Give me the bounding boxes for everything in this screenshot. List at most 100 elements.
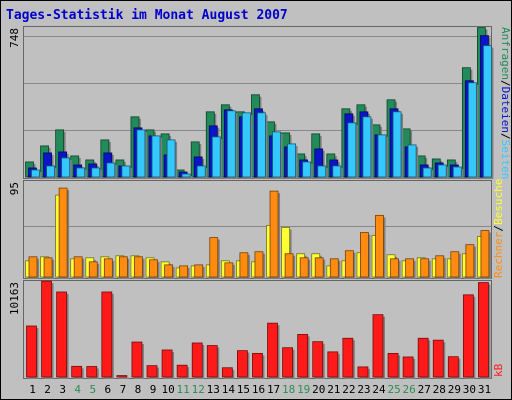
bar-seiten-day-5 bbox=[91, 167, 102, 179]
bar-kb-day-17 bbox=[267, 322, 280, 379]
bar-rechner-day-5 bbox=[88, 261, 100, 279]
bar-rechner-day-28 bbox=[435, 255, 446, 279]
bar-rechner-day-25 bbox=[390, 258, 401, 279]
bar-rechner-day-13 bbox=[209, 237, 220, 279]
x-tick-label: 24 bbox=[372, 383, 386, 396]
bar-kb-day-11 bbox=[176, 364, 190, 379]
bar-seiten-day-16 bbox=[257, 112, 268, 179]
x-tick-label: 1 bbox=[29, 383, 36, 396]
top-panel-bars bbox=[25, 27, 494, 180]
bar-kb-day-6 bbox=[101, 291, 114, 379]
x-tick-label: 31 bbox=[478, 383, 491, 396]
legend-seiten: Seiten bbox=[499, 140, 512, 180]
x-tick-label: 28 bbox=[433, 383, 446, 396]
bar-rechner-day-24 bbox=[375, 214, 386, 279]
bar-rechner-day-29 bbox=[450, 251, 461, 279]
top-max-label: 748 bbox=[8, 28, 21, 48]
bar-kb-day-25 bbox=[387, 352, 401, 379]
bar-kb-day-4 bbox=[71, 365, 84, 379]
bar-seiten-day-22 bbox=[347, 122, 358, 179]
bar-rechner-day-31 bbox=[480, 230, 491, 279]
bar-rechner-day-26 bbox=[405, 258, 416, 279]
x-tick-label: 16 bbox=[252, 383, 265, 396]
x-tick-label: 6 bbox=[105, 383, 112, 396]
top-panel: 748 Anfragen/Dateien/Seiten bbox=[8, 26, 512, 180]
bar-seiten-day-13 bbox=[211, 136, 223, 179]
bar-kb-day-5 bbox=[86, 366, 99, 379]
bar-kb-day-16 bbox=[252, 352, 265, 379]
x-tick-label: 10 bbox=[161, 383, 174, 396]
x-tick-label: 15 bbox=[237, 383, 250, 396]
bar-seiten-day-21 bbox=[332, 165, 343, 179]
bar-rechner-day-16 bbox=[254, 251, 265, 279]
bar-rechner-day-14 bbox=[224, 262, 235, 279]
bar-kb-day-31 bbox=[478, 282, 491, 379]
bar-seiten-day-8 bbox=[136, 129, 147, 179]
bar-seiten-day-26 bbox=[407, 144, 419, 179]
x-tick-label: 20 bbox=[312, 383, 325, 396]
x-tick-label: 21 bbox=[327, 383, 340, 396]
bar-seiten-day-20 bbox=[317, 165, 328, 179]
x-tick-label: 2 bbox=[44, 383, 51, 396]
bar-seiten-day-11 bbox=[181, 173, 193, 179]
bar-rechner-day-15 bbox=[239, 252, 250, 279]
bar-seiten-day-1 bbox=[31, 169, 42, 179]
middle-max-label: 95 bbox=[8, 182, 21, 195]
bar-kb-day-8 bbox=[131, 341, 144, 379]
legend-separator: / bbox=[499, 133, 512, 140]
bar-seiten-day-28 bbox=[437, 164, 449, 179]
x-tick-label: 30 bbox=[463, 383, 476, 396]
bar-kb-day-24 bbox=[372, 314, 385, 379]
bar-seiten-day-27 bbox=[422, 167, 434, 179]
bar-rechner-day-18 bbox=[284, 253, 296, 279]
x-tick-label: 8 bbox=[135, 383, 142, 396]
legend-separator: / bbox=[492, 225, 505, 232]
bar-rechner-day-11 bbox=[179, 265, 190, 279]
x-axis-day-labels: 1 2 3 4 5 6 7 8 9 10 11 12 13 14 15 16 17 18 19 20 21 22 23 24 2… bbox=[29, 383, 491, 396]
bar-rechner-day-10 bbox=[164, 264, 175, 279]
bar-seiten-day-10 bbox=[166, 139, 178, 179]
bar-rechner-day-27 bbox=[420, 258, 431, 279]
bar-seiten-day-30 bbox=[467, 82, 479, 179]
bar-kb-day-1 bbox=[26, 325, 39, 379]
x-tick-label: 3 bbox=[59, 383, 66, 396]
middle-panel: 95 Rechner/Besuche bbox=[8, 179, 505, 279]
legend-separator: / bbox=[499, 80, 512, 87]
bar-kb-day-15 bbox=[237, 350, 250, 379]
bar-seiten-day-14 bbox=[226, 110, 238, 179]
bottom-panel: 10163 kB bbox=[8, 280, 505, 379]
legend-rechner: Rechner bbox=[492, 231, 505, 278]
x-tick-label: 26 bbox=[403, 383, 416, 396]
x-tick-label: 12 bbox=[192, 383, 205, 396]
bar-rechner-day-9 bbox=[149, 259, 160, 279]
bar-seiten-day-4 bbox=[76, 167, 87, 179]
bar-seiten-day-15 bbox=[242, 112, 253, 179]
bar-seiten-day-19 bbox=[302, 161, 313, 179]
bar-seiten-day-2 bbox=[46, 165, 57, 179]
chart-title: Tages-Statistik im Monat August 2007 bbox=[6, 8, 288, 23]
x-tick-label: 22 bbox=[342, 383, 355, 396]
bar-rechner-day-20 bbox=[314, 257, 326, 279]
legend-besuche: Besuche bbox=[492, 179, 505, 225]
x-tick-label: 23 bbox=[357, 383, 370, 396]
bar-seiten-day-12 bbox=[196, 165, 208, 179]
bar-rechner-day-8 bbox=[134, 256, 145, 279]
bar-kb-day-19 bbox=[297, 333, 310, 379]
top-legend: Anfragen/Dateien/Seiten bbox=[499, 27, 512, 179]
legend-kb: kB bbox=[492, 363, 505, 377]
bar-rechner-day-4 bbox=[73, 256, 85, 279]
bar-rechner-day-12 bbox=[194, 264, 205, 279]
bar-kb-day-10 bbox=[161, 349, 175, 379]
bar-seiten-day-17 bbox=[272, 131, 283, 179]
bar-kb-day-20 bbox=[312, 341, 325, 379]
x-tick-label: 4 bbox=[74, 383, 81, 396]
bar-seiten-day-24 bbox=[377, 134, 388, 179]
bar-seiten-day-23 bbox=[362, 116, 373, 179]
bar-seiten-day-7 bbox=[121, 165, 132, 179]
bar-rechner-day-2 bbox=[43, 257, 55, 279]
bar-seiten-day-6 bbox=[106, 162, 117, 179]
bar-rechner-day-22 bbox=[344, 250, 356, 279]
bar-seiten-day-9 bbox=[151, 135, 163, 179]
bottom-max-label: 10163 bbox=[8, 282, 21, 315]
